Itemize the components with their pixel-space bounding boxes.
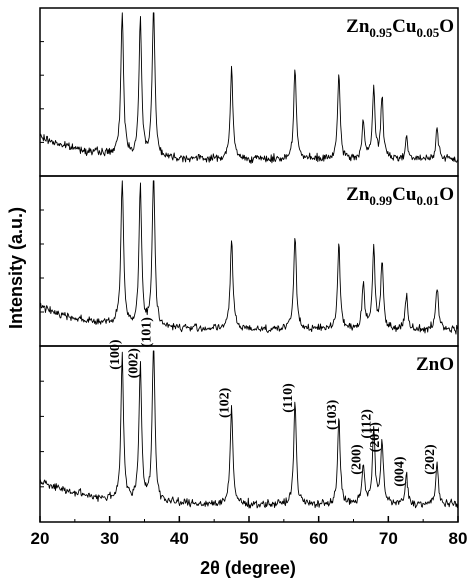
miller-index-label: (201) [368, 422, 383, 453]
miller-index-label: (200) [349, 444, 364, 475]
sample-label-subscript: 0.01 [416, 193, 439, 208]
x-tick-label: 30 [100, 529, 119, 548]
sample-label-part: Zn [346, 16, 370, 37]
sample-label: Zn0.99Cu0.01O [346, 184, 454, 208]
miller-index-label: (103) [325, 399, 340, 430]
miller-index-label: (002) [126, 348, 141, 379]
xrd-panel-1: Zn0.95Cu0.05O [39, 7, 459, 177]
miller-index-label: (100) [108, 339, 123, 370]
diffraction-pattern [39, 350, 459, 509]
x-tick-label: 50 [240, 529, 259, 548]
sample-label-part: Zn [346, 184, 370, 205]
xrd-panel-3: ZnO (100) (002)(101) (102) (110) (103) (200) (1… [39, 317, 459, 523]
sample-label: Zn0.95Cu0.05O [346, 16, 454, 40]
x-tick-label: 70 [379, 529, 398, 548]
diffraction-pattern [39, 180, 459, 335]
sample-label-part: O [439, 184, 454, 205]
sample-label-part: Cu [392, 184, 417, 205]
miller-index-label: (202) [423, 444, 438, 475]
sample-label-subscript: 0.99 [369, 193, 392, 208]
miller-index-label: (110) [281, 383, 296, 413]
sample-label-part: Cu [392, 16, 417, 37]
x-tick-label: 80 [449, 529, 468, 548]
sample-label: ZnO [416, 354, 454, 375]
sample-label-part: ZnO [416, 354, 454, 375]
x-axis: 20 30 40 50 60 70 80 [31, 516, 468, 548]
diffraction-pattern [39, 12, 459, 164]
miller-index-label: (112) [360, 409, 375, 439]
x-axis-title: 2θ (degree) [200, 558, 296, 578]
sample-label-subscript: 0.05 [416, 25, 439, 40]
miller-index-label: (101) [140, 317, 155, 348]
miller-index-label: (102) [218, 387, 233, 418]
y-axis-title: Intensity (a.u.) [6, 207, 26, 329]
x-tick-label: 40 [170, 529, 189, 548]
xrd-panel-2: Zn0.99Cu0.01O [39, 175, 459, 347]
x-tick-label: 20 [31, 529, 50, 548]
panel-frame [39, 345, 459, 523]
miller-index-label: (004) [392, 456, 407, 487]
sample-label-part: O [439, 16, 454, 37]
x-tick-label: 60 [309, 529, 328, 548]
sample-label-subscript: 0.95 [369, 25, 392, 40]
